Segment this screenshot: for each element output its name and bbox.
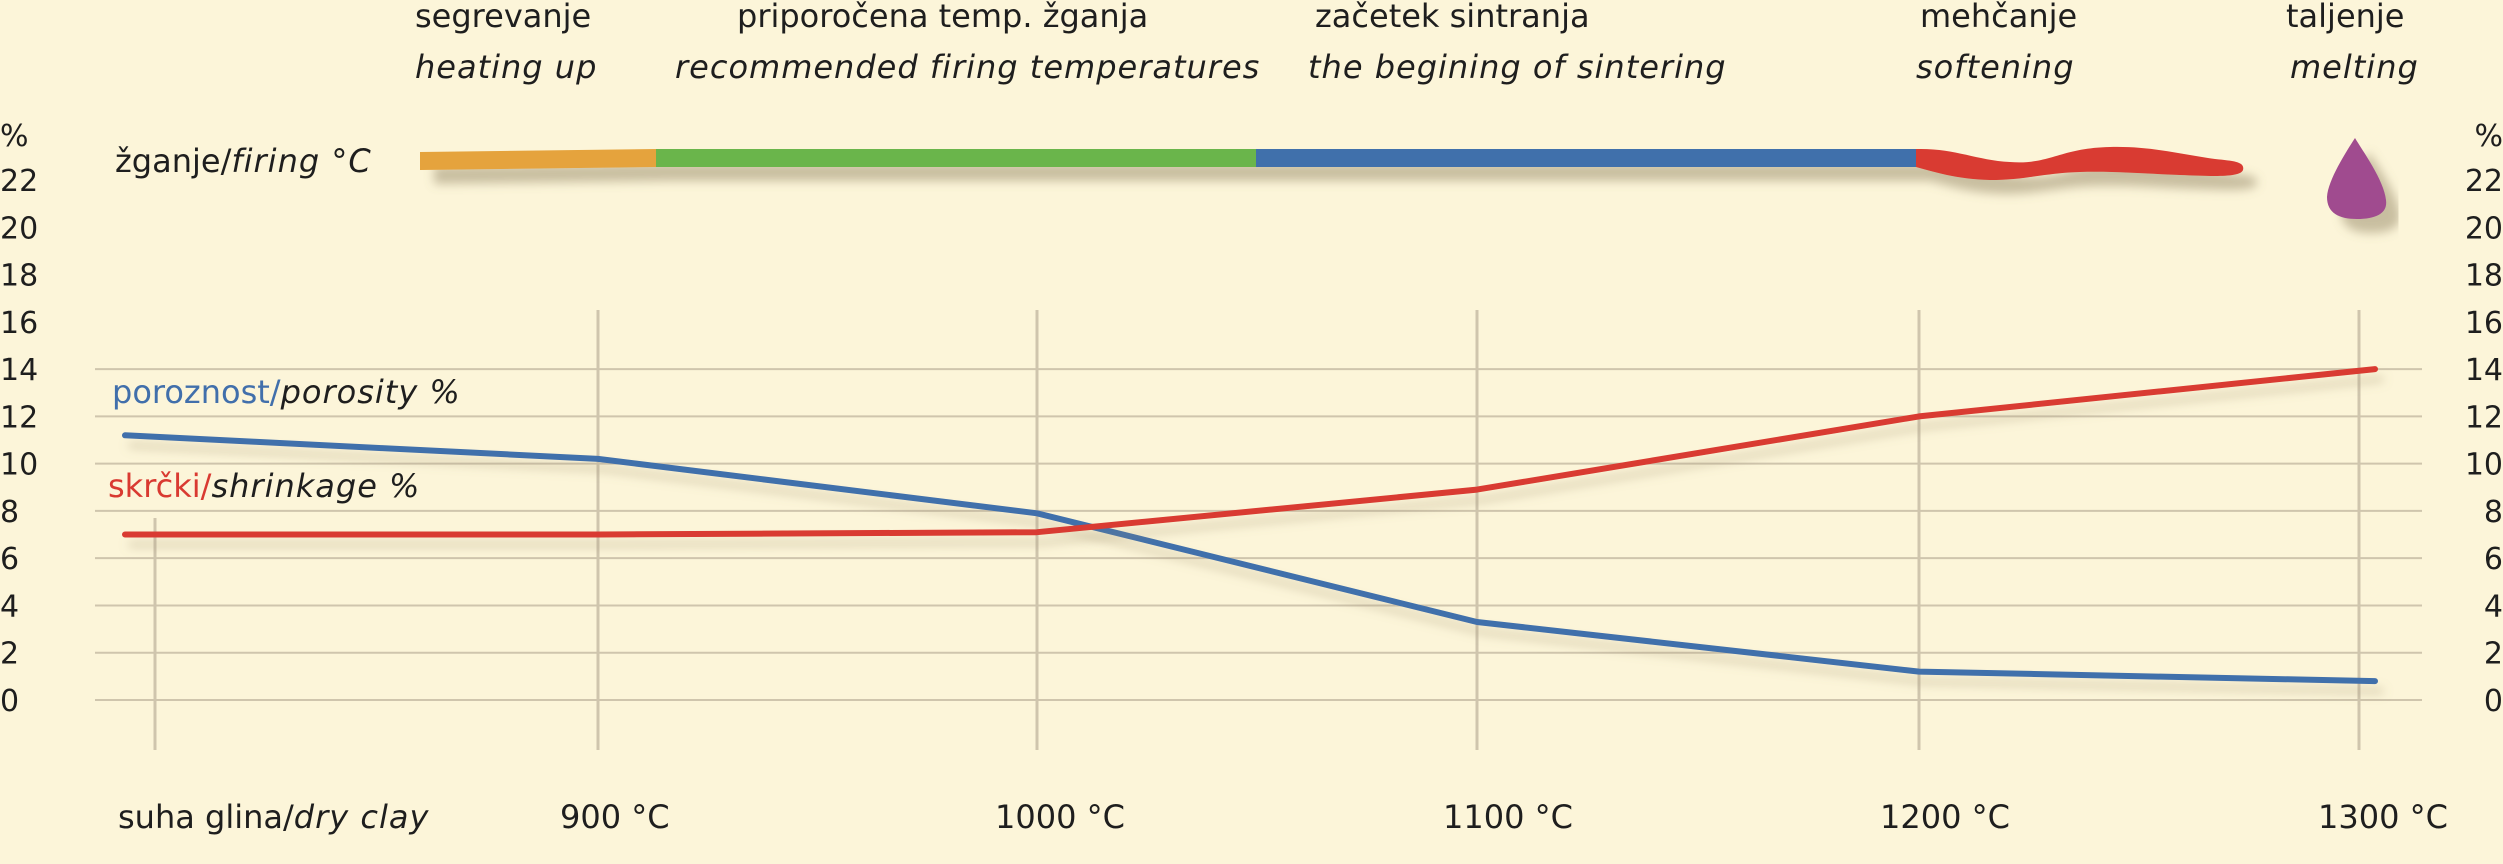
porosity-point xyxy=(1475,620,1479,624)
firing-label-sl: žganje/ xyxy=(115,142,232,180)
y-tick-right: 18 xyxy=(2465,259,2503,294)
y-tick-left: 2 xyxy=(0,637,19,672)
y-axis-right: % 0 2 4 6 8 10 12 14 16 18 20 22 xyxy=(2465,119,2503,719)
legend-porosity: poroznost/porosity % xyxy=(112,373,461,411)
porosity-line xyxy=(122,432,2378,685)
melting-drop-icon xyxy=(2327,138,2387,219)
y-tick-left: 22 xyxy=(0,164,38,199)
shrinkage-point xyxy=(1917,414,1921,418)
y-tick-left: 18 xyxy=(0,259,38,294)
firing-label-en: firing °C xyxy=(231,142,371,180)
shrinkage-point xyxy=(1035,530,1039,534)
porosity-point xyxy=(123,433,127,437)
porosity-point xyxy=(2373,679,2377,683)
shrinkage-point xyxy=(596,533,600,537)
legend-porosity-sl: poroznost/ xyxy=(112,373,281,411)
stage-recommended-title: priporočena temp. žganja xyxy=(737,0,1148,35)
y-tick-left: 12 xyxy=(0,400,38,435)
stage-softening-title: mehčanje xyxy=(1920,0,2077,35)
stage-melting-title: taljenje xyxy=(2286,0,2404,35)
stage-recommended-subtitle: recommended firing temperatures xyxy=(675,48,1260,86)
y-tick-right: 2 xyxy=(2484,637,2503,672)
x-tick-label: suha glina/dry clay xyxy=(118,798,429,836)
stage-heating-subtitle: heating up xyxy=(415,48,597,86)
y-tick-left: 16 xyxy=(0,306,38,341)
y-tick-left: 20 xyxy=(0,211,38,246)
shrinkage-point xyxy=(1475,488,1479,492)
x-axis-labels: suha glina/dry clay 900 °C 1000 °C 1100 °C 1… xyxy=(118,798,2448,836)
stage-melting-subtitle: melting xyxy=(2290,48,2419,86)
y-unit-left: % xyxy=(0,119,29,154)
shrinkage-point xyxy=(123,533,127,537)
y-tick-right: 10 xyxy=(2465,448,2503,483)
y-tick-left: 4 xyxy=(0,589,19,624)
stage-sintering-title: začetek sintranja xyxy=(1315,0,1590,35)
shrinkage-point xyxy=(2373,367,2377,371)
x-tick-label: 1000 °C xyxy=(995,798,1125,836)
y-tick-left: 10 xyxy=(0,448,38,483)
firing-bar-sintering xyxy=(1256,149,1918,167)
y-tick-right: 12 xyxy=(2465,400,2503,435)
x-tick-label: 900 °C xyxy=(560,798,670,836)
y-tick-right: 4 xyxy=(2484,589,2503,624)
y-axis-left: % 0 2 4 6 8 10 12 14 16 18 20 22 xyxy=(0,119,38,719)
y-tick-left: 6 xyxy=(0,542,19,577)
y-tick-left: 14 xyxy=(0,353,38,388)
y-tick-left: 0 xyxy=(0,684,19,719)
y-tick-right: 16 xyxy=(2465,306,2503,341)
firing-bar-softening xyxy=(1916,146,2244,180)
y-tick-right: 22 xyxy=(2465,164,2503,199)
legend-shrinkage-en: shrinkage % xyxy=(211,467,420,505)
x-tick-label: 1300 °C xyxy=(2318,798,2448,836)
porosity-point xyxy=(1035,511,1039,515)
y-tick-right: 8 xyxy=(2484,495,2503,530)
legend-porosity-en: porosity % xyxy=(280,373,461,411)
stage-heating-title: segrevanje xyxy=(415,0,591,35)
firing-bar-heating xyxy=(420,149,657,170)
y-tick-right: 0 xyxy=(2484,684,2503,719)
y-tick-right: 6 xyxy=(2484,542,2503,577)
legend-shrinkage: skrčki/shrinkage % xyxy=(108,467,420,505)
shrinkage-line xyxy=(122,366,2378,538)
x-tick-label: 1100 °C xyxy=(1443,798,1573,836)
firing-bar-recommended xyxy=(656,149,1258,167)
series-lines xyxy=(122,366,2378,685)
stage-headers: segrevanje heating up priporočena temp. … xyxy=(415,0,2419,86)
firing-bar xyxy=(420,146,2244,180)
legend-shrinkage-sl: skrčki/ xyxy=(108,467,212,505)
y-unit-right: % xyxy=(2474,119,2503,154)
porosity-point xyxy=(596,457,600,461)
stage-sintering-subtitle: the begining of sintering xyxy=(1308,48,1727,86)
y-tick-left: 8 xyxy=(0,495,19,530)
y-tick-right: 20 xyxy=(2465,211,2503,246)
firing-label: žganje/firing °C xyxy=(115,142,372,180)
stage-softening-subtitle: softening xyxy=(1916,48,2075,86)
porosity-point xyxy=(1917,670,1921,674)
x-tick-label: 1200 °C xyxy=(1880,798,2010,836)
y-tick-right: 14 xyxy=(2465,353,2503,388)
